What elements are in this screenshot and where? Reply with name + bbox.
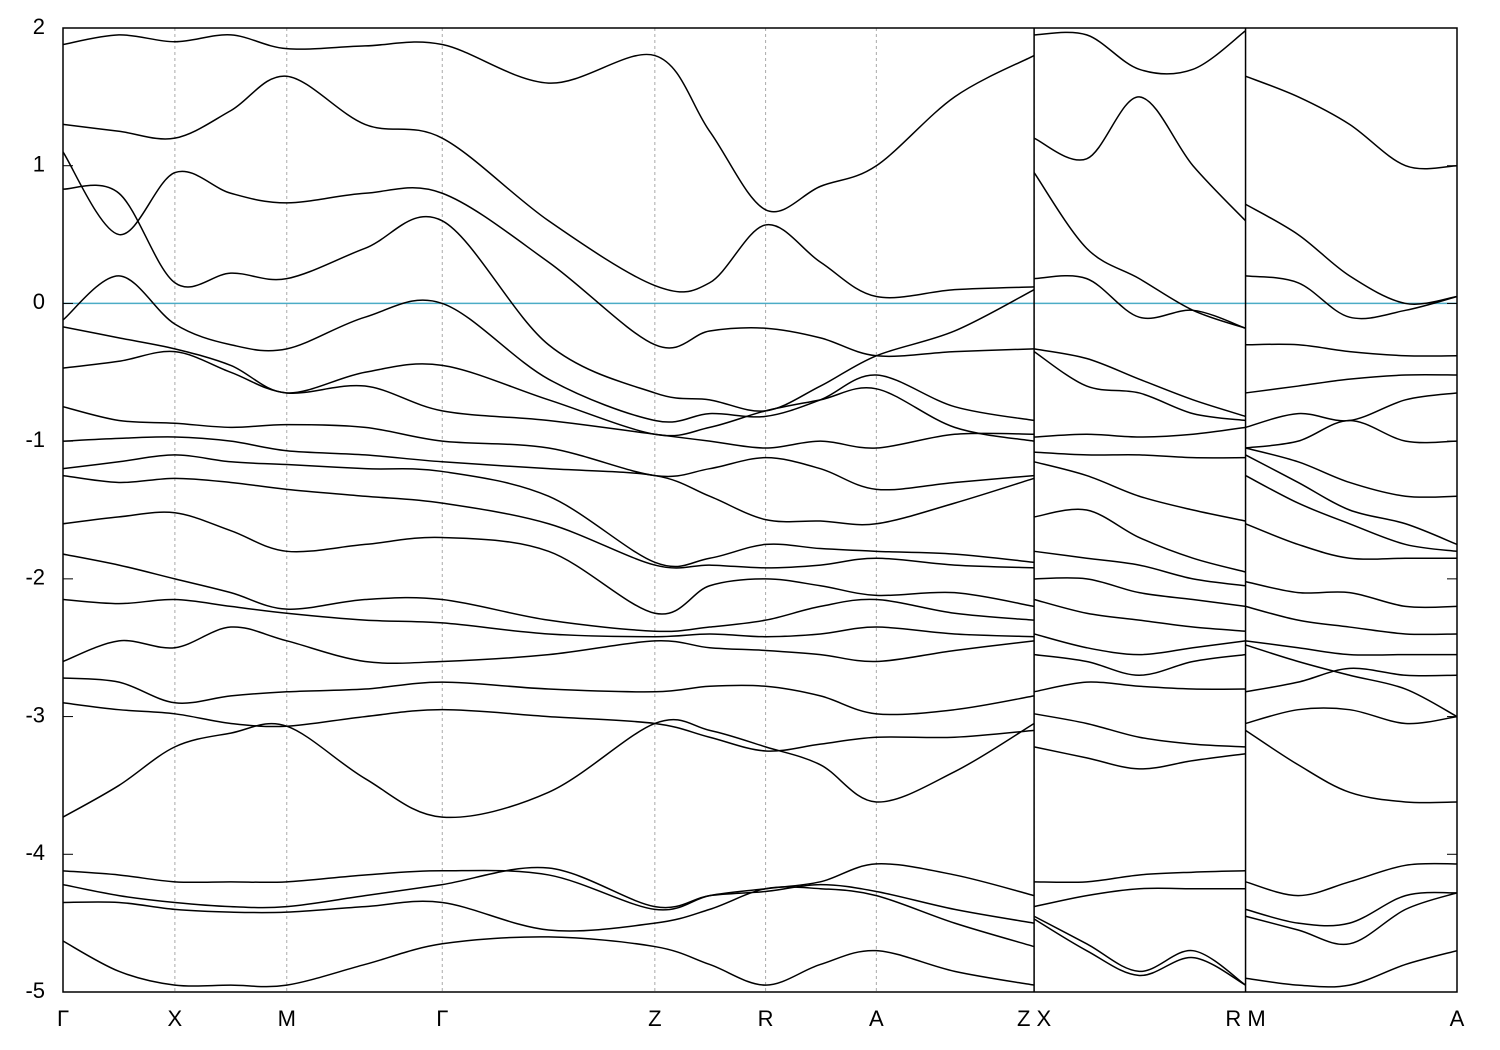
x-tick-label: A <box>869 1006 884 1031</box>
labels: -5 -4 -3 -2 -1 0 1 2 Γ X M Γ Z R A Z X R M A <box>25 14 1464 1031</box>
x-tick-label: R <box>758 1006 774 1031</box>
band-line <box>63 862 1457 911</box>
grid <box>62 28 1458 992</box>
band-line <box>63 718 1457 819</box>
band-line <box>63 436 1457 546</box>
band-line <box>63 151 1457 358</box>
x-tick-label: Γ <box>57 1006 69 1031</box>
x-tick-label: R M <box>1225 1006 1265 1031</box>
y-tick-label: 2 <box>33 14 45 39</box>
plot-frame <box>62 27 1458 993</box>
y-tick-label: -2 <box>25 565 45 590</box>
band-line <box>63 30 1457 213</box>
x-tick-label: X <box>168 1006 183 1031</box>
band-line <box>63 454 1457 573</box>
band-line <box>63 667 1457 716</box>
band-line <box>63 918 1457 988</box>
band-line <box>63 350 1457 449</box>
x-tick-label: Z X <box>1017 1006 1052 1031</box>
x-tick-label: Z <box>648 1006 661 1031</box>
x-tick-label: A <box>1450 1006 1465 1031</box>
band-line <box>63 702 1457 752</box>
y-tick-label: -3 <box>25 702 45 727</box>
band-line <box>63 626 1457 718</box>
x-tick-label: M <box>278 1006 296 1031</box>
band-line <box>63 405 1457 498</box>
band-line <box>63 474 1457 587</box>
band-line <box>63 553 1457 636</box>
y-tick-label: 1 <box>33 152 45 177</box>
y-tick-label: 0 <box>33 289 45 314</box>
band-line <box>63 75 1457 305</box>
x-tick-label: Γ <box>436 1006 448 1031</box>
band-line <box>63 866 1457 927</box>
band-line <box>63 275 1457 423</box>
band-line <box>63 886 1457 986</box>
band-line <box>63 511 1457 615</box>
y-tick-label: -4 <box>25 840 45 865</box>
band-line <box>63 598 1457 656</box>
bands <box>63 30 1457 988</box>
y-tick-label: -1 <box>25 427 45 452</box>
y-tick-label: -5 <box>25 978 45 1003</box>
band-line <box>63 184 1457 412</box>
